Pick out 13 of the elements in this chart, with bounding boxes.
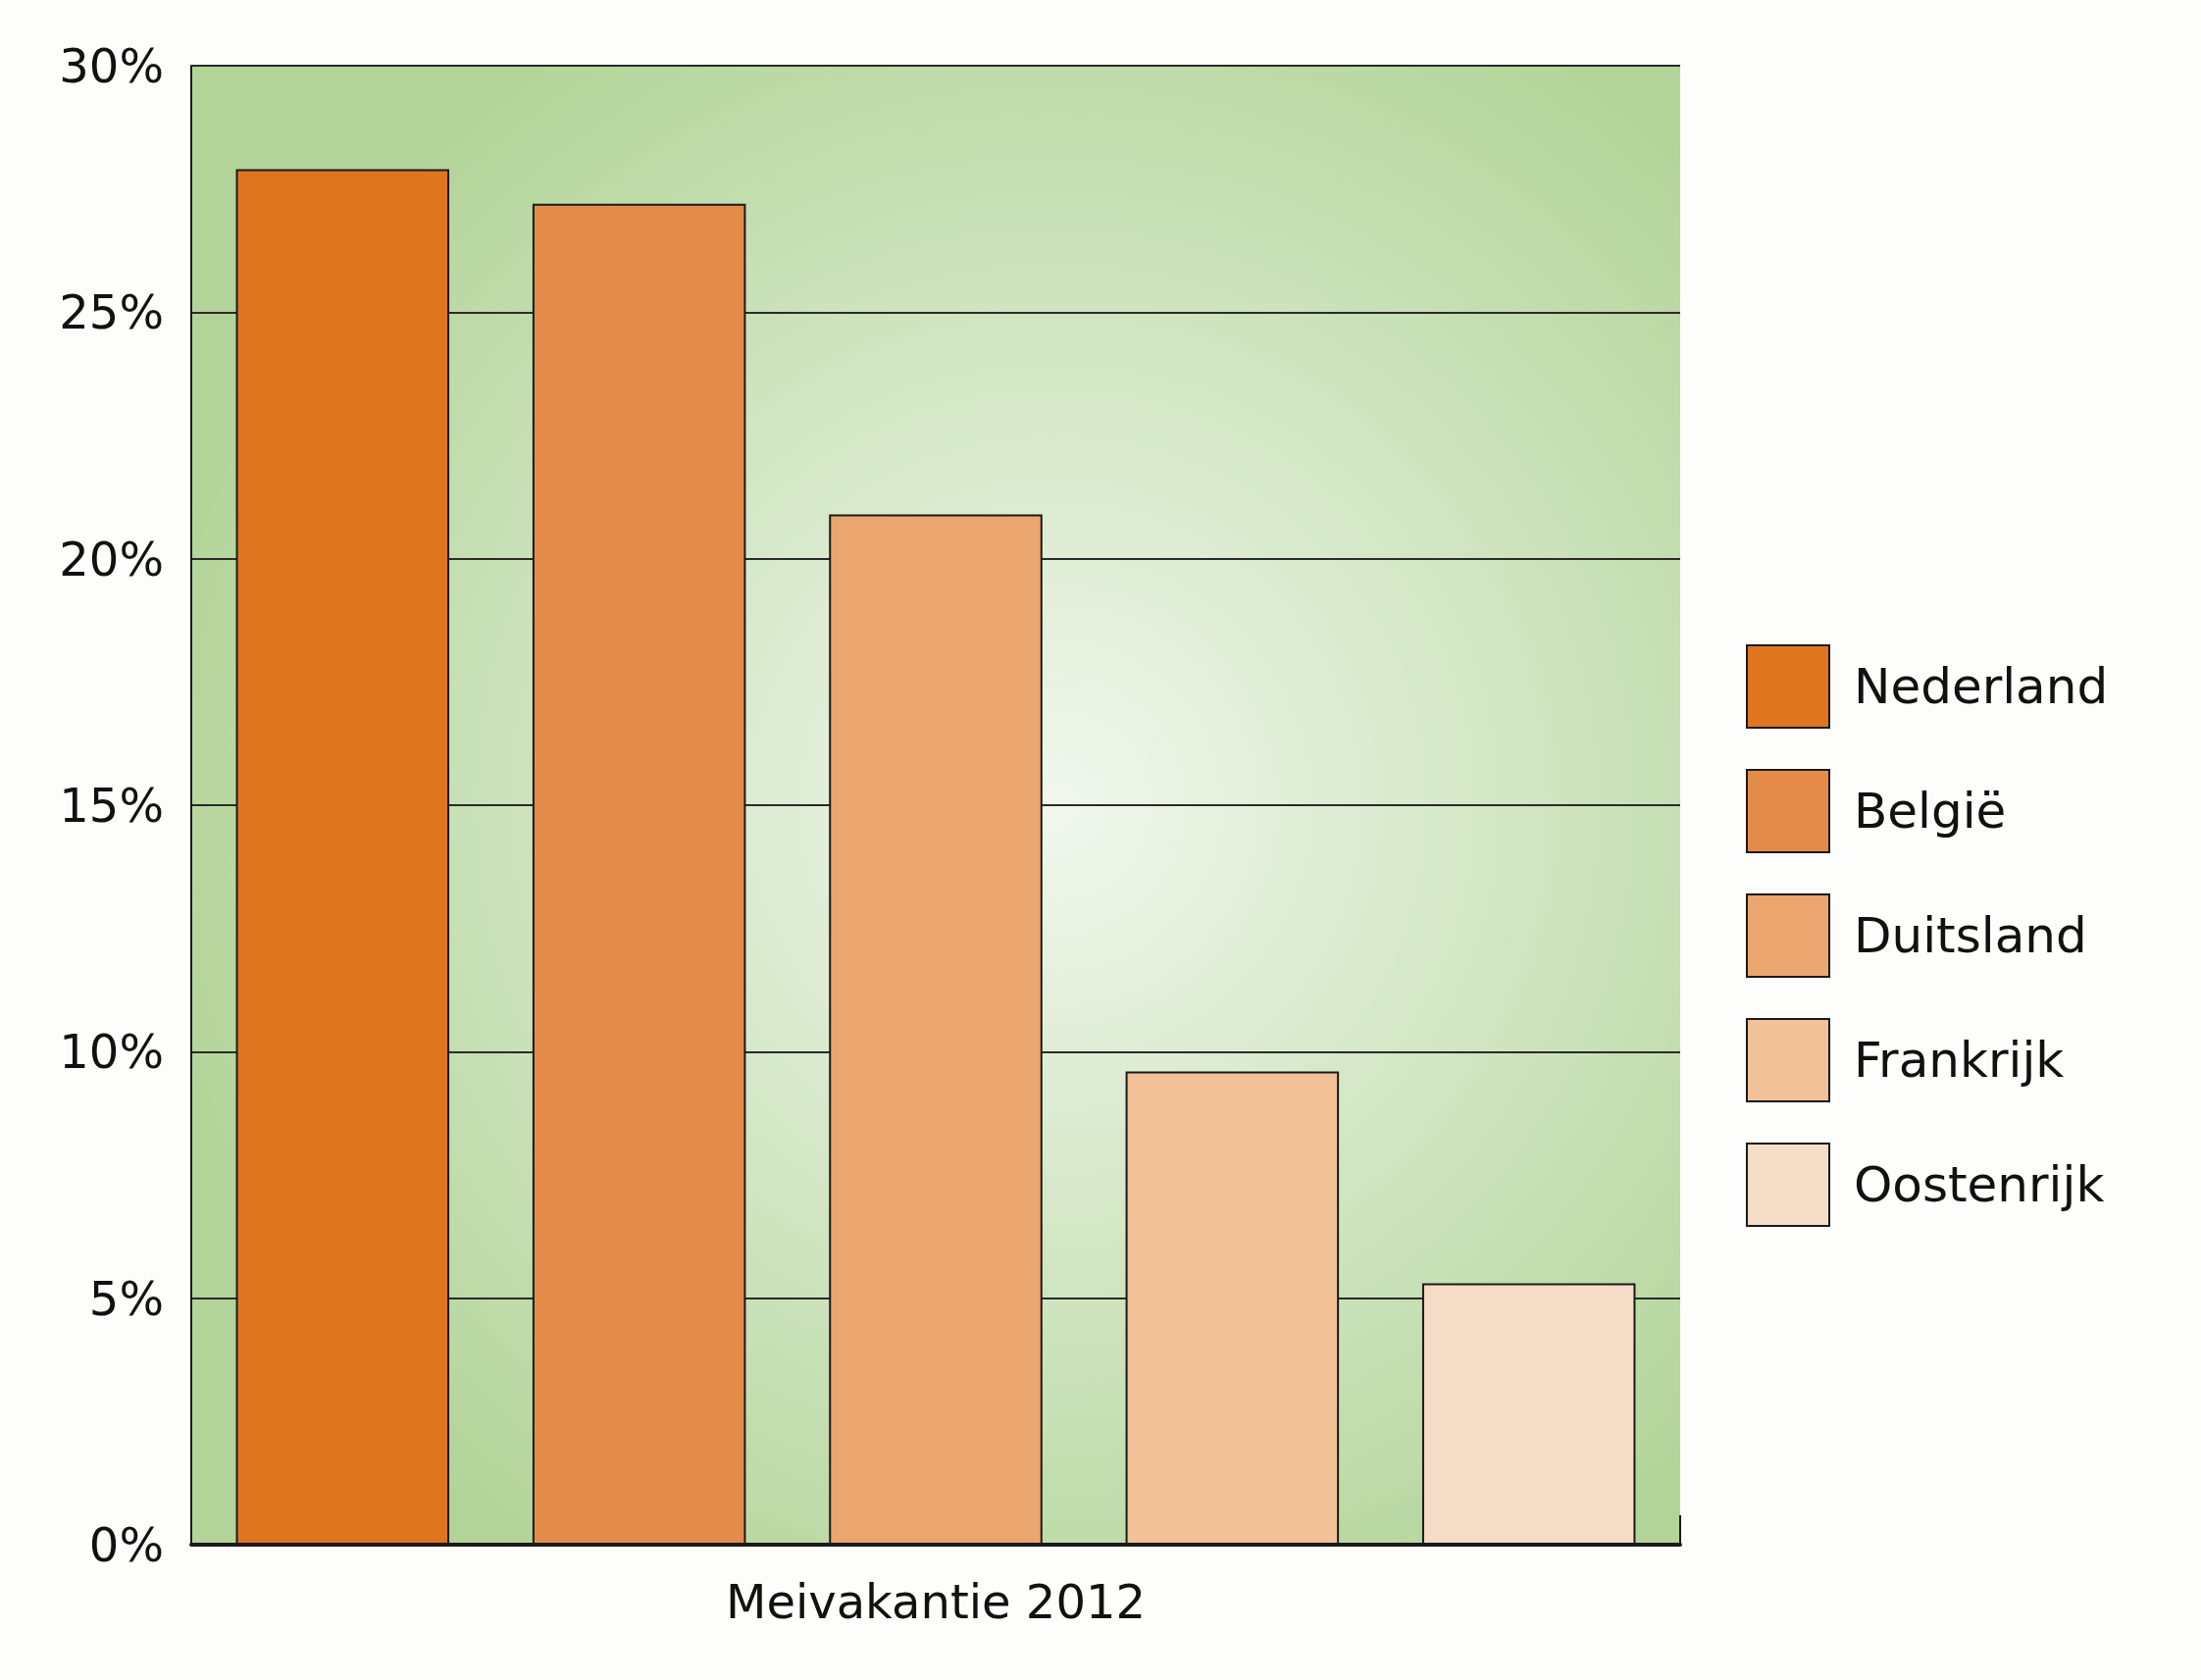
y-tick-label: 10% bbox=[59, 1024, 164, 1080]
legend-label: Oostenrijk bbox=[1854, 1156, 2105, 1213]
legend-label: Duitsland bbox=[1854, 907, 2087, 964]
y-tick-label: 15% bbox=[59, 778, 164, 833]
legend-label: België bbox=[1854, 783, 2007, 840]
y-tick-label: 30% bbox=[59, 38, 164, 93]
y-tick-label: 5% bbox=[88, 1270, 164, 1326]
y-tick-label: 25% bbox=[59, 284, 164, 340]
y-tick-label: 0% bbox=[88, 1517, 164, 1572]
y-tick-label: 20% bbox=[59, 531, 164, 586]
legend-label: Nederland bbox=[1854, 658, 2109, 715]
x-tick-label: Meivakantie 2012 bbox=[726, 1574, 1146, 1629]
legend-label: Frankrijk bbox=[1854, 1032, 2065, 1089]
